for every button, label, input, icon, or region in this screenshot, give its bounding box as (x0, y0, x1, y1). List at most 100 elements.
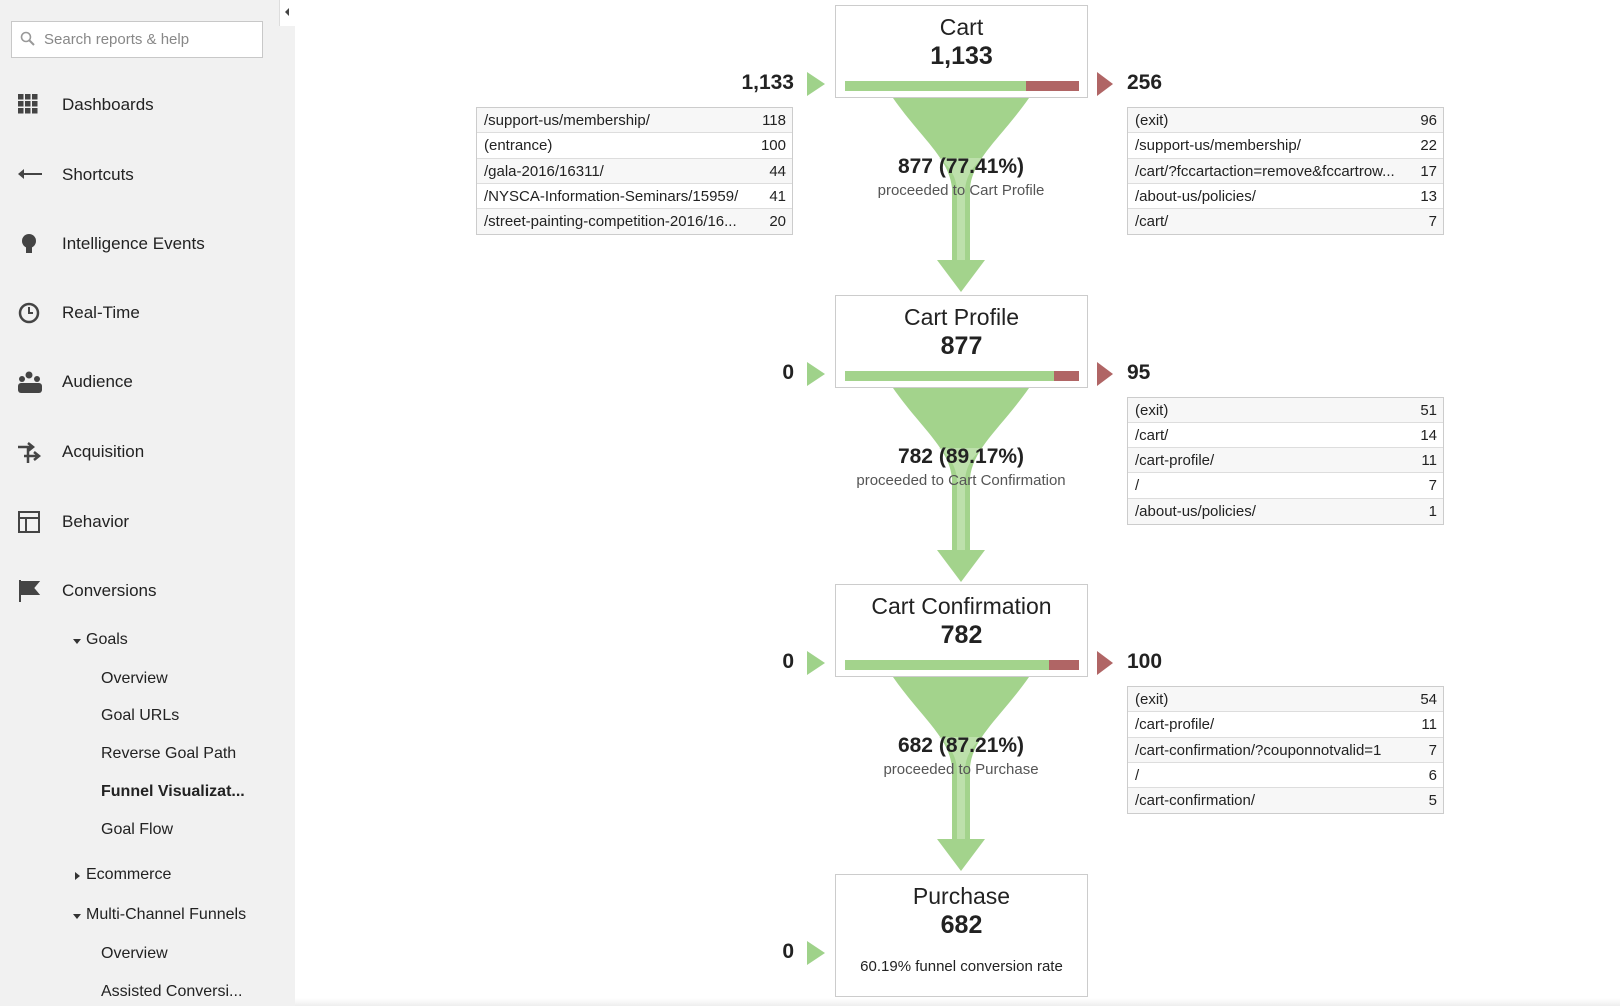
table-row: /gala-2016/16311/44 (477, 158, 792, 184)
table-row: /cart-confirmation/?couponnotvalid=1 7 (1128, 737, 1443, 763)
table-row: (entrance) 100 (477, 133, 792, 159)
nav-item[interactable]: Acquisition (62, 442, 145, 461)
nav-subitem[interactable]: Funnel Visualizat... (101, 783, 245, 800)
nav-subitem[interactable]: Overview (101, 670, 168, 687)
page-count: 100 (760, 137, 786, 155)
page-count: 5 (1428, 792, 1437, 810)
step-count: 782 (940, 621, 983, 649)
page-table: (exit) 54/cart-profile/11/cart-confirmati… (1127, 686, 1444, 815)
nav-item[interactable]: Audience (62, 372, 133, 391)
page-path: (entrance) (484, 137, 553, 155)
page-path: /gala-2016/16311/ (484, 162, 604, 180)
table-row: /7 (1128, 473, 1443, 499)
step-box: Cart Confirmation 782 (835, 584, 1088, 677)
nav-subitem[interactable]: Assisted Conversi... (101, 983, 243, 1000)
exit-arrow (1097, 361, 1113, 386)
proceeded-count: 877 (77.41%) (897, 155, 1025, 178)
page-count: 14 (1420, 426, 1437, 444)
page-count: 7 (1428, 741, 1437, 759)
step-count: 682 (940, 910, 983, 939)
page-path: /support-us/membership/ (1135, 137, 1301, 155)
proceed-bar (845, 370, 1054, 381)
exit-total: 100 (1127, 650, 1163, 673)
proceeded-to: proceeded to Purchase (883, 761, 1039, 778)
proceeded-count: 782 (89.17%) (897, 444, 1025, 468)
page-path: (exit) (1135, 401, 1169, 419)
page-table: /support-us/membership/118 (entrance) 100 /… (476, 107, 793, 236)
page-path: / (1135, 477, 1140, 495)
page-count: 6 (1428, 766, 1437, 784)
funnel-arrow (893, 387, 1029, 582)
nav-item[interactable]: Dashboards (62, 95, 154, 114)
step-name: Cart Profile (903, 303, 1020, 330)
nav-subitem[interactable]: Goals (86, 631, 128, 648)
nav-subitem[interactable]: Overview (101, 945, 168, 962)
nav-subitem[interactable]: Goal Flow (101, 821, 174, 838)
page-path: (exit) (1135, 691, 1169, 708)
exit-arrow (1097, 651, 1113, 675)
page-path: /cart/?fccartaction=remove&fccartrow... (1135, 162, 1395, 180)
exit-bar (1053, 370, 1079, 381)
table-row: /cart/14 (1128, 423, 1443, 449)
page-path: /support-us/membership/ (484, 112, 650, 129)
proceeded-to: proceeded to Cart Profile (877, 182, 1045, 199)
nav-icon (18, 442, 42, 463)
nav-icon (18, 511, 40, 533)
proceeded-to: proceeded to Cart Confirmation (856, 471, 1066, 489)
nav-icon (18, 302, 40, 324)
table-row: /cart-confirmation/5 (1128, 788, 1443, 814)
page-path: /about-us/policies/ (1135, 502, 1256, 520)
table-row: /cart/7 (1128, 209, 1443, 235)
page-path: /cart-profile/ (1135, 452, 1215, 470)
nav-item[interactable]: Real-Time (62, 303, 140, 322)
table-row: /6 (1128, 763, 1443, 789)
page-count: 13 (1420, 187, 1437, 205)
page-count: 51 (1420, 401, 1437, 419)
page-table: (exit) 51/cart/14/cart-profile/11/7/about… (1127, 396, 1444, 525)
nav-subitem[interactable]: Goal URLs (101, 707, 180, 724)
entrance-total: 0 (782, 939, 794, 963)
page-count: 118 (762, 112, 786, 129)
entrance-total: 1,133 (741, 71, 794, 94)
page-count: 20 (769, 213, 786, 231)
table-row: /about-us/policies/1 (1128, 498, 1443, 524)
nav-item[interactable]: Behavior (62, 512, 130, 531)
nav-item[interactable]: Intelligence Events (62, 234, 205, 253)
exit-bar (1026, 81, 1079, 91)
nav-subitem[interactable]: Ecommerce (86, 866, 172, 883)
nav-item[interactable]: Conversions (62, 581, 157, 600)
page-path: / (1135, 766, 1140, 784)
nav-subitem[interactable]: Reverse Goal Path (101, 745, 237, 762)
funnel-arrow (893, 677, 1029, 871)
page-count: 96 (1420, 112, 1437, 129)
entrance-arrow (807, 361, 825, 386)
nav-icon (18, 371, 42, 393)
page-count: 1 (1428, 502, 1437, 520)
table-row: /cart-profile/11 (1128, 448, 1443, 474)
collapse-toggle[interactable] (279, 0, 296, 26)
caret (73, 914, 81, 919)
exit-total: 95 (1127, 360, 1151, 384)
page-count: 41 (769, 187, 786, 205)
page-path: /cart-profile/ (1135, 716, 1215, 734)
nav-subitem[interactable]: Multi-Channel Funnels (86, 906, 247, 923)
step-count: 1,133 (930, 42, 993, 70)
entrance-arrow (807, 940, 825, 965)
page-path: /cart/ (1135, 426, 1169, 444)
entrance-total: 0 (782, 360, 794, 384)
caret (75, 872, 80, 880)
caret (73, 639, 81, 644)
nav-item[interactable]: Shortcuts (62, 165, 134, 184)
page-count: 44 (769, 162, 786, 180)
page-path: /about-us/policies/ (1135, 187, 1256, 205)
entrance-arrow (807, 72, 825, 96)
page-path: /cart/ (1135, 213, 1169, 231)
search-box[interactable]: Search reports & help (11, 21, 263, 58)
funnel-arrow (893, 98, 1029, 292)
search-icon (20, 31, 35, 46)
step-count: 877 (940, 331, 983, 360)
page-count: 11 (1421, 716, 1437, 734)
table-row: /support-us/membership/22 (1128, 133, 1443, 159)
table-row: /cart/?fccartaction=remove&fccartrow... 1… (1128, 158, 1443, 184)
